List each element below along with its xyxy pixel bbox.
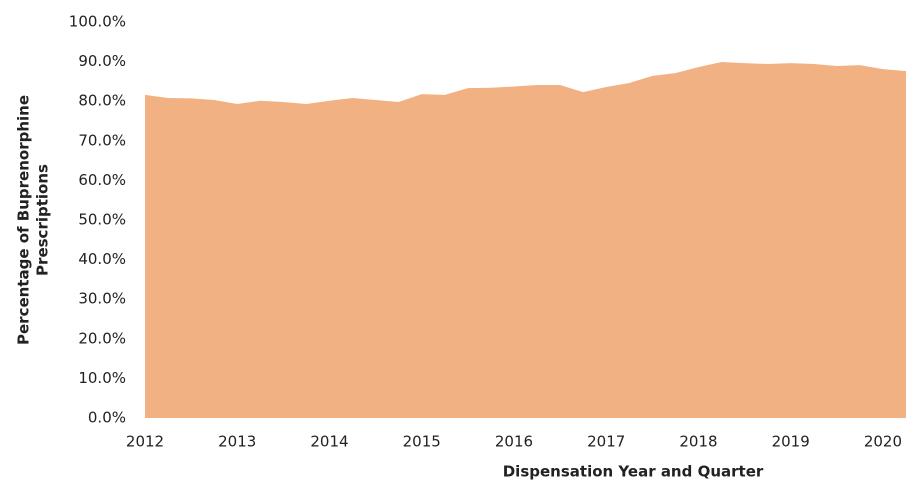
- y-tick-label: 100.0%: [69, 13, 126, 31]
- y-tick-label: 40.0%: [78, 250, 126, 268]
- y-tick-label: 20.0%: [78, 329, 126, 347]
- x-tick-label: 2013: [218, 433, 256, 451]
- y-tick-label: 10.0%: [78, 369, 126, 387]
- x-axis-title: Dispensation Year and Quarter: [503, 463, 764, 481]
- y-tick-label: 90.0%: [78, 52, 126, 70]
- y-tick-label: 0.0%: [88, 409, 126, 427]
- x-tick-label: 2015: [403, 433, 441, 451]
- y-tick-label: 70.0%: [78, 131, 126, 149]
- x-tick-label: 2016: [495, 433, 533, 451]
- x-tick-label: 2017: [587, 433, 625, 451]
- y-axis-title: Percentage of Buprenorphine: [15, 95, 33, 345]
- x-tick-label: 2020: [864, 433, 902, 451]
- area: [145, 61, 906, 418]
- y-tick-label: 30.0%: [78, 290, 126, 308]
- y-tick-label: 50.0%: [78, 211, 126, 229]
- y-tick-label: 80.0%: [78, 92, 126, 110]
- y-tick-label: 60.0%: [78, 171, 126, 189]
- x-tick-label: 2018: [679, 433, 717, 451]
- x-tick-label: 2014: [310, 433, 348, 451]
- x-tick-label: 2012: [126, 433, 164, 451]
- x-tick-label: 2019: [772, 433, 810, 451]
- y-axis-title: Prescriptions: [34, 164, 52, 276]
